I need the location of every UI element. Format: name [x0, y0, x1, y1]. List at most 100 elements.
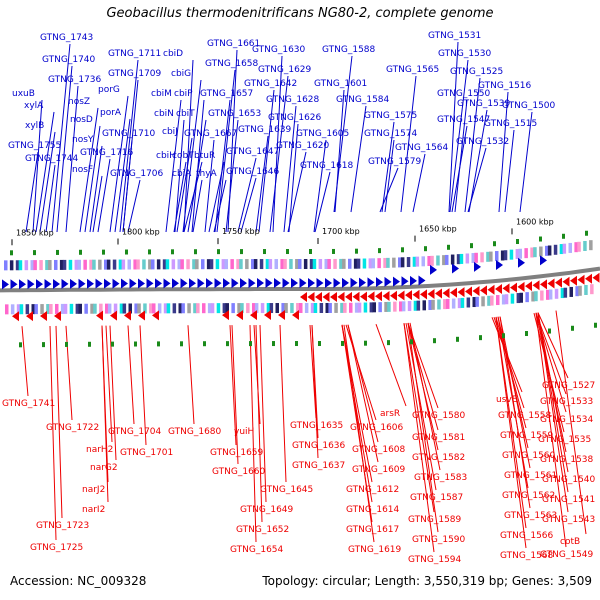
- forward-gene-arrow: [214, 278, 222, 289]
- reverse-feature-box: [531, 291, 535, 302]
- reverse-gene-arrow: [375, 291, 382, 302]
- bottom-gene-label: GTNG_1619: [348, 545, 402, 555]
- forward-feature-box: [192, 259, 196, 270]
- scale-ticks: 1850 kbp 1800 kbp 1750 kbp 1700 kbp 1650 kbp…: [11, 217, 554, 246]
- reverse-feature-box: [157, 303, 162, 314]
- reverse-gene-arrow: [480, 285, 487, 296]
- top-gene-label: GTNG_1588: [322, 45, 376, 55]
- reverse-feature-box: [372, 302, 376, 313]
- reverse-feature-box: [563, 287, 568, 298]
- reverse-feature-box: [69, 303, 74, 314]
- forward-feature-box: [362, 258, 367, 269]
- bottom-connector-line: [343, 324, 375, 543]
- bottom-gene-label: GTNG_1590: [412, 535, 466, 545]
- reverse-feature-box: [193, 303, 197, 314]
- reverse-feature-box: [560, 288, 565, 299]
- reverse-gene-arrow: [40, 311, 47, 322]
- forward-feature-box: [136, 259, 140, 270]
- marker-tick: [502, 333, 505, 339]
- top-connector-line: [187, 119, 207, 233]
- forward-feature-box: [201, 259, 205, 270]
- bottom-connector-line: [255, 325, 263, 523]
- reverse-feature-box: [443, 299, 447, 310]
- reverse-gene-arrow: [330, 291, 337, 302]
- forward-feature-box: [333, 258, 337, 269]
- forward-feature-box: [524, 248, 528, 259]
- bottom-connector-line: [499, 316, 531, 469]
- forward-feature-box: [280, 259, 284, 270]
- forward-feature-box: [39, 260, 43, 271]
- top-gene-label: GTNG_1646: [226, 167, 280, 177]
- top-gene-label: GTNG_1530: [438, 49, 492, 59]
- top-connector-line: [89, 145, 103, 233]
- top-connector-line: [109, 95, 129, 233]
- reverse-feature-box: [457, 298, 462, 309]
- top-connector-line: [350, 105, 367, 213]
- forward-gene-arrow: [342, 277, 349, 288]
- forward-gene-arrow: [384, 276, 392, 287]
- top-connector-line: [122, 79, 139, 233]
- marker-tick: [56, 249, 59, 255]
- top-gene-label: GTNG_1740: [42, 55, 96, 65]
- reverse-gene-arrow: [367, 291, 375, 302]
- reverse-feature-box: [178, 303, 182, 314]
- reverse-feature-box: [548, 289, 553, 300]
- forward-feature-box: [177, 259, 181, 270]
- top-gene-label: GTNG_1618: [300, 161, 354, 171]
- forward-feature-box: [48, 259, 52, 270]
- top-connector-line: [191, 99, 205, 233]
- forward-feature-box: [77, 259, 81, 270]
- forward-gene-arrow: [240, 278, 247, 289]
- forward-feature-box: [339, 258, 343, 269]
- forward-feature-box: [239, 259, 243, 270]
- top-gene-label: GTNG_1500: [502, 101, 556, 111]
- top-connector-line: [32, 99, 43, 233]
- marker-tick: [387, 340, 390, 346]
- top-gene-label: porA: [100, 108, 122, 118]
- forward-feature-box: [324, 258, 328, 269]
- reverse-feature-box: [107, 303, 112, 314]
- forward-feature-box: [421, 256, 425, 267]
- forward-feature-box: [104, 259, 108, 270]
- top-connector-line: [174, 119, 185, 233]
- forward-feature-box: [186, 259, 190, 270]
- reverse-gene-arrow: [292, 310, 299, 321]
- forward-gene-arrow: [430, 264, 437, 275]
- forward-feature-box: [268, 259, 273, 270]
- forward-feature-box: [589, 240, 593, 251]
- forward-feature-box: [342, 258, 346, 269]
- reverse-feature-box: [310, 303, 315, 314]
- reverse-feature-box: [384, 301, 388, 312]
- reverse-gene-arrow: [577, 274, 585, 285]
- bottom-gene-label: GTNG_1654: [230, 545, 284, 555]
- forward-feature-box: [436, 255, 440, 266]
- bottom-gene-label: usvE: [496, 395, 518, 405]
- bottom-gene-label: GTNG_1659: [210, 448, 264, 458]
- marker-tick: [493, 241, 496, 247]
- bottom-gene-label: GTNG_1587: [410, 493, 463, 503]
- top-connector-line: [183, 161, 203, 233]
- reverse-gene-arrow: [138, 310, 145, 321]
- marker-tick: [424, 246, 427, 252]
- forward-feature-box: [312, 259, 317, 270]
- map-title: Geobacillus thermodenitrificans NG80-2, …: [106, 6, 494, 21]
- top-gene-label: porG: [98, 85, 120, 95]
- reverse-gene-arrow: [427, 288, 435, 299]
- marker-tick: [456, 336, 459, 342]
- top-connector-line: [519, 111, 533, 213]
- reverse-feature-box: [84, 303, 88, 314]
- top-connector-line: [258, 89, 275, 233]
- reverse-feature-box: [275, 303, 279, 314]
- reverse-feature-box: [325, 302, 329, 313]
- forward-feature-box: [236, 259, 240, 270]
- scale-tick-label: 1600 kbp: [516, 217, 554, 226]
- reverse-feature-box: [222, 303, 227, 314]
- top-connector-line: [412, 153, 426, 213]
- reverse-gene-arrow: [337, 291, 345, 302]
- reverse-gene-arrow: [555, 277, 562, 288]
- bottom-connector-line: [537, 312, 569, 473]
- marker-tick: [571, 325, 574, 331]
- bottom-gene-label: GTNG_1561: [504, 471, 557, 481]
- top-gene-label: cbiH: [156, 151, 176, 161]
- marker-tick: [539, 236, 542, 242]
